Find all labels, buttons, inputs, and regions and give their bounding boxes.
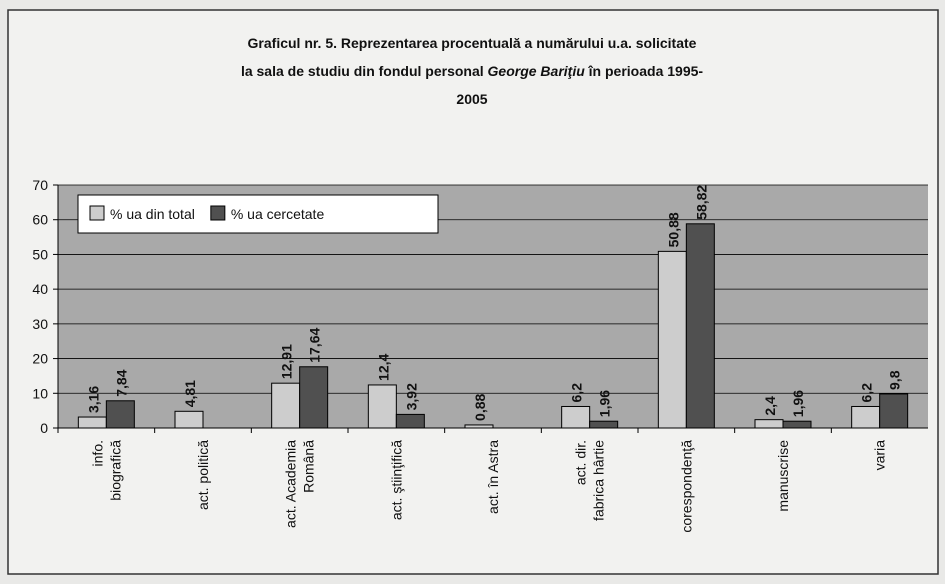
- data-label: 4,81: [182, 380, 198, 407]
- y-tick-label: 70: [32, 177, 48, 193]
- legend-swatch: [210, 205, 226, 221]
- x-tick-label-line: biografică: [107, 440, 123, 501]
- bar: [657, 250, 687, 429]
- bar: [174, 410, 204, 429]
- bar: [685, 223, 715, 429]
- x-tick-label: act. ştiinţifică: [388, 440, 404, 520]
- x-tick-label: manuscrise: [775, 440, 791, 512]
- bar: [105, 400, 135, 429]
- x-tick-label: act. în Astra: [485, 440, 501, 514]
- data-label: 1,96: [597, 390, 613, 417]
- bar: [299, 366, 329, 429]
- title-part: la sala de studiu din fondul personal: [241, 63, 488, 79]
- bar: [395, 413, 425, 429]
- legend-label: % ua din total: [110, 206, 195, 222]
- bar: [367, 384, 397, 429]
- data-label: 17,64: [307, 328, 323, 363]
- y-tick-label: 0: [40, 420, 48, 436]
- x-tick-label-line: fabrica hârtie: [591, 440, 607, 521]
- legend: % ua din total % ua cercetate: [77, 194, 439, 234]
- title-line: Graficul nr. 5. Reprezentarea procentual…: [248, 35, 697, 51]
- y-tick-label: 20: [32, 351, 48, 367]
- data-label: 3,16: [85, 386, 101, 413]
- x-tick-label: act. politică: [195, 440, 211, 510]
- bar: [271, 382, 301, 429]
- x-tick-label-line: Română: [301, 440, 317, 493]
- data-label: 7,84: [113, 369, 129, 396]
- x-tick-label: act. Academia Română: [283, 440, 317, 528]
- y-tick-label: 10: [32, 385, 48, 401]
- x-tick-label-line: act. politică: [195, 440, 211, 510]
- x-tick-label-line: act. dir.: [573, 440, 589, 485]
- bar: [879, 393, 909, 429]
- data-label: 3,92: [403, 383, 419, 410]
- bar: [589, 420, 619, 429]
- data-label: 2,4: [762, 396, 778, 416]
- y-tick-label: 50: [32, 246, 48, 262]
- x-tick-label-line: info.: [89, 440, 105, 466]
- x-tick-label: info. biografică: [89, 440, 123, 501]
- x-tick-label: varia: [872, 440, 888, 471]
- data-label: 0,88: [472, 393, 488, 420]
- data-label: 12,4: [375, 353, 391, 380]
- data-label: 6,2: [859, 383, 875, 403]
- chart-title: Graficul nr. 5. Reprezentarea procentual…: [241, 35, 703, 107]
- title-line: la sala de studiu din fondul personal Ge…: [241, 63, 703, 79]
- data-label: 1,96: [790, 390, 806, 417]
- bar: [851, 405, 881, 429]
- bar: [782, 420, 812, 429]
- x-tick-label-line: act. Academia: [283, 440, 299, 528]
- data-label: 50,88: [665, 212, 681, 247]
- title-part: George Bariţiu: [488, 63, 586, 79]
- x-tick-label: corespondenţă: [678, 440, 694, 533]
- x-tick-label: act. dir. fabrica hârtie: [573, 440, 607, 521]
- legend-label: % ua cercetate: [231, 206, 325, 222]
- x-tick-label-line: act. în Astra: [485, 440, 501, 514]
- legend-box: [77, 194, 439, 234]
- title-line: 2005: [456, 91, 487, 107]
- data-label: 12,91: [279, 344, 295, 379]
- bar: [754, 419, 784, 429]
- x-tick-label-line: corespondenţă: [678, 440, 694, 533]
- y-tick-label: 30: [32, 316, 48, 332]
- legend-swatch: [89, 205, 105, 221]
- data-label: 58,82: [693, 185, 709, 220]
- data-label: 9,8: [887, 370, 903, 390]
- bar: [561, 405, 591, 429]
- x-tick-label-line: manuscrise: [775, 440, 791, 512]
- title-part: în perioada 1995-: [585, 63, 704, 79]
- data-label: 6,2: [569, 383, 585, 403]
- x-tick-label-line: varia: [872, 440, 888, 471]
- x-tick-label-line: act. ştiinţifică: [388, 440, 404, 520]
- y-tick-label: 60: [32, 212, 48, 228]
- y-tick-label: 40: [32, 281, 48, 297]
- bar: [77, 416, 107, 429]
